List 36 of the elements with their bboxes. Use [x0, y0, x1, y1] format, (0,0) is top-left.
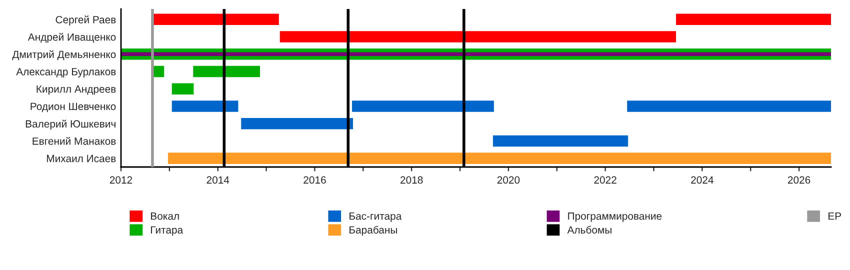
y-tick-label: Кирилл Андреев	[36, 85, 116, 95]
x-tick-label: 2020	[497, 176, 520, 184]
y-tick-label: Дмитрий Демьяненко	[12, 50, 116, 60]
y-tick-label: Александр Бурлаков	[16, 68, 116, 78]
legend-label: Вокал	[151, 212, 179, 220]
bar	[241, 118, 353, 130]
bar	[193, 66, 260, 78]
bar	[152, 14, 279, 26]
x-tick-label: 2018	[400, 176, 423, 184]
x-tick-label: 2014	[206, 176, 230, 184]
y-tick-label: Родион Шевченко	[30, 102, 116, 112]
bar	[676, 14, 831, 26]
bar	[168, 152, 831, 164]
y-tick-label: Андрей Иващенко	[28, 32, 116, 43]
y-tick-label: Евгений Манаков	[32, 137, 116, 145]
legend-label: Программирование	[568, 212, 662, 222]
x-tick-label: 2016	[304, 176, 326, 184]
legend-label: EP	[828, 212, 842, 220]
legend-label: Гитара	[151, 226, 184, 236]
x-tick-label: 2026	[788, 176, 810, 184]
y-tick-label: Валерий Юшкевич	[26, 120, 116, 130]
bar	[352, 100, 494, 112]
bar	[627, 100, 831, 112]
bar	[172, 100, 238, 112]
y-tick-label: Сергей Раев	[56, 16, 116, 26]
x-tick-label: 2012	[110, 176, 132, 184]
x-tick-label: 2024	[691, 176, 714, 184]
legend-label: Альбомы	[567, 226, 612, 234]
legend-label: Бас-гитара	[350, 212, 402, 222]
x-tick-label: 2022	[594, 176, 616, 184]
bar	[492, 135, 628, 147]
legend-label: Барабаны	[350, 226, 397, 236]
bar	[121, 52, 831, 56]
bar	[280, 31, 676, 42]
y-tick-label: Михаил Исаев	[47, 154, 116, 162]
bar	[172, 83, 194, 95]
